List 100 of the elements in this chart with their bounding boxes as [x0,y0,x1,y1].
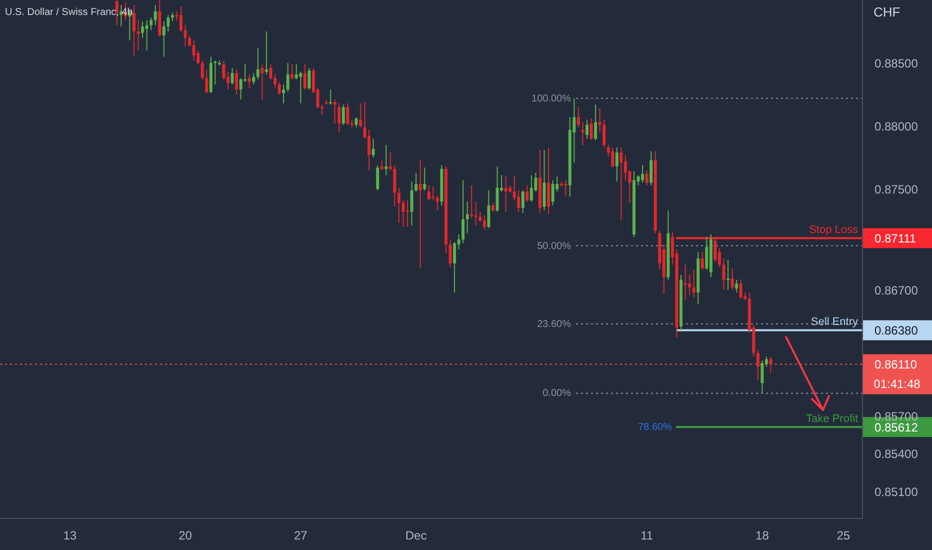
y-tick-label: 0.85100 [874,485,918,500]
candlestick [286,62,290,93]
candlestick [756,350,760,382]
candlestick [730,268,734,290]
candlestick [192,40,196,61]
candlestick [547,146,550,215]
candlestick [414,172,418,192]
candlestick [427,184,430,201]
candlestick [769,356,772,374]
candlestick [278,81,281,96]
candlestick [299,71,302,104]
candlestick [705,236,708,270]
candlestick [726,259,730,290]
candlestick [154,4,157,26]
candlestick [478,211,482,222]
candlestick [368,129,371,171]
candlestick [474,201,478,226]
candlestick [650,150,653,186]
candlestick [692,269,696,298]
candlestick [290,64,294,80]
candlestick [388,152,392,171]
x-tick-label: 20 [178,528,192,542]
candlestick [179,6,182,32]
y-tick-label: 0.86700 [874,283,918,298]
candlestick [166,14,170,32]
candlestick [252,72,256,85]
candlestick [423,167,426,191]
candlestick [269,64,272,80]
candlestick [384,144,388,176]
candlestick [739,279,742,300]
y-axis-title: CHF [874,4,900,20]
candlestick [402,200,405,228]
y-tick-label: 0.85700 [874,409,918,424]
annotation: 0.00% [542,388,572,400]
candlestick [397,187,400,224]
candlestick [641,164,644,184]
candlestick [274,74,277,89]
candlestick [235,68,238,96]
x-tick-label: 18 [756,528,770,542]
candlestick [526,184,529,202]
x-tick-label: 13 [63,528,77,542]
candlestick [132,4,136,56]
annotation: 100.00% [532,93,572,104]
candlestick [196,50,200,65]
candlestick [338,102,341,133]
candlestick [462,180,465,244]
candlestick [576,106,580,128]
x-tick-label: 25 [836,528,850,542]
candlestick [294,64,298,80]
candlestick [372,138,375,158]
candlestick [466,201,469,234]
candlestick [320,104,324,116]
y-tick-label: 0.85612 [874,420,918,435]
candlestick [602,119,606,148]
y-tick-label: 0.85400 [874,447,918,462]
ref-line-label: 01:41:48 [874,377,921,392]
candlestick [700,252,704,270]
candlestick [590,118,593,140]
candlestick [496,166,499,212]
candlestick [410,180,414,226]
candlestick [358,102,362,128]
y-tick-label: 0.86110 [874,358,918,372]
candlestick [188,34,192,48]
candlestick [585,119,588,140]
y-tick-label: 0.86380 [874,324,918,338]
candlestick [735,279,738,293]
candlestick [714,236,717,263]
ref-line-label: Sell Entry [810,316,858,328]
candlestick [645,170,648,186]
candlestick [688,274,692,296]
candlestick [487,190,490,229]
candlestick [482,215,486,230]
candlestick [282,84,286,104]
candlestick [551,180,554,206]
candlestick [530,174,533,202]
candlestick [564,180,568,198]
y-tick-label: 0.87500 [874,182,918,197]
candlestick [393,164,396,208]
candlestick [141,20,144,38]
candlestick [308,68,311,90]
candlestick [581,122,584,146]
candlestick [239,78,242,100]
candlestick [418,160,422,269]
candlestick [222,60,226,80]
candlestick [684,264,687,300]
ref-line-label: Stop Loss [809,224,858,236]
x-tick-label: Dec [405,528,427,542]
candlestick [184,24,187,48]
candlestick [615,146,618,182]
candlestick [158,0,162,38]
candlestick [264,31,268,75]
candlestick [448,238,452,268]
candlestick [342,104,345,126]
candlestick [598,108,602,133]
annotation: 50.00% [537,240,572,252]
candlestick [205,68,208,94]
x-tick-label: 27 [294,528,308,542]
candlestick [200,60,204,80]
annotation: 23.60% [537,318,572,330]
candlestick [150,17,153,31]
